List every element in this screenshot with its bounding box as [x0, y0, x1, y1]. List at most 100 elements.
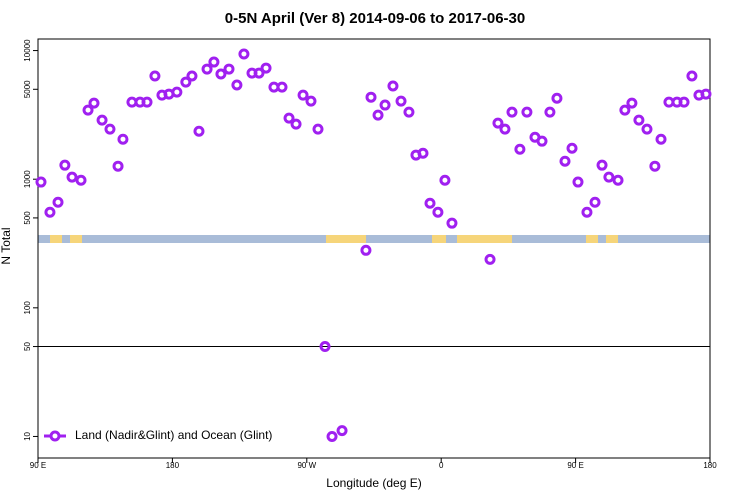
land-patch — [586, 235, 598, 243]
point — [186, 70, 198, 82]
point — [201, 63, 213, 75]
x-tick-label: 180 — [166, 461, 180, 470]
y-tick-label: 1000 — [23, 170, 32, 188]
point — [551, 92, 563, 104]
y-tick-label: 100 — [23, 301, 32, 315]
point — [223, 63, 235, 75]
point — [360, 244, 372, 256]
land-patch — [70, 235, 82, 243]
point — [499, 123, 511, 135]
x-axis-label: Longitude (deg E) — [326, 476, 421, 490]
point — [603, 171, 615, 183]
ocean-band — [38, 235, 710, 243]
y-axis-label: N Total — [0, 227, 13, 264]
point — [619, 104, 631, 116]
point — [559, 155, 571, 167]
point — [104, 123, 116, 135]
point — [492, 117, 504, 129]
point — [283, 112, 295, 124]
point — [572, 176, 584, 188]
point — [208, 56, 220, 68]
point — [253, 67, 265, 79]
point — [686, 70, 698, 82]
point — [446, 217, 458, 229]
y-tick-label: 10 — [23, 431, 32, 440]
x-tick-label: 90 E — [30, 461, 46, 470]
point — [336, 425, 348, 437]
point — [231, 79, 243, 91]
point — [238, 48, 250, 60]
point — [403, 106, 415, 118]
y-tick-label: 50 — [23, 342, 32, 351]
point — [326, 430, 338, 442]
point — [96, 114, 108, 126]
point — [372, 109, 384, 121]
point — [82, 104, 94, 116]
point — [655, 133, 667, 145]
land-patch — [50, 235, 62, 243]
point — [88, 97, 100, 109]
point — [35, 176, 47, 188]
point — [633, 114, 645, 126]
land-patch — [432, 235, 446, 243]
point — [417, 147, 429, 159]
point — [596, 159, 608, 171]
point — [566, 142, 578, 154]
point — [439, 174, 451, 186]
point — [506, 106, 518, 118]
x-tick-label: 90 W — [297, 461, 316, 470]
y-tick-label: 500 — [23, 211, 32, 225]
point — [117, 133, 129, 145]
point — [612, 174, 624, 186]
chart-title: 0-5N April (Ver 8) 2014-09-06 to 2017-06… — [225, 10, 525, 27]
point — [581, 206, 593, 218]
point — [180, 76, 192, 88]
point — [544, 106, 556, 118]
point — [290, 118, 302, 130]
point — [395, 95, 407, 107]
legend-marker — [49, 430, 61, 442]
point — [305, 95, 317, 107]
land-patch — [326, 235, 366, 243]
point — [379, 99, 391, 111]
plot-frame — [37, 38, 711, 459]
point — [626, 97, 638, 109]
point — [424, 197, 436, 209]
x-tick-label: 90 E — [567, 461, 583, 470]
point — [700, 88, 712, 100]
point — [641, 123, 653, 135]
point — [319, 341, 331, 353]
point — [432, 206, 444, 218]
point — [521, 106, 533, 118]
y-tick-label: 10000 — [23, 39, 32, 62]
point — [193, 125, 205, 137]
point — [44, 206, 56, 218]
point — [141, 96, 153, 108]
point — [365, 91, 377, 103]
land-patch — [457, 235, 512, 243]
point — [589, 196, 601, 208]
point — [260, 62, 272, 74]
map-band — [38, 235, 710, 243]
point — [112, 160, 124, 172]
point — [536, 135, 548, 147]
point — [59, 159, 71, 171]
point — [387, 80, 399, 92]
point — [75, 174, 87, 186]
x-tick-label: 0 — [439, 461, 444, 470]
point — [297, 89, 309, 101]
point — [171, 86, 183, 98]
point — [649, 160, 661, 172]
point — [312, 123, 324, 135]
point — [52, 196, 64, 208]
point — [514, 143, 526, 155]
point — [149, 70, 161, 82]
point — [276, 81, 288, 93]
point — [678, 96, 690, 108]
point — [215, 68, 227, 80]
x-tick-label: 180 — [703, 461, 717, 470]
legend-label: Land (Nadir&Glint) and Ocean (Glint) — [75, 428, 272, 442]
land-patch — [606, 235, 618, 243]
point — [484, 253, 496, 265]
